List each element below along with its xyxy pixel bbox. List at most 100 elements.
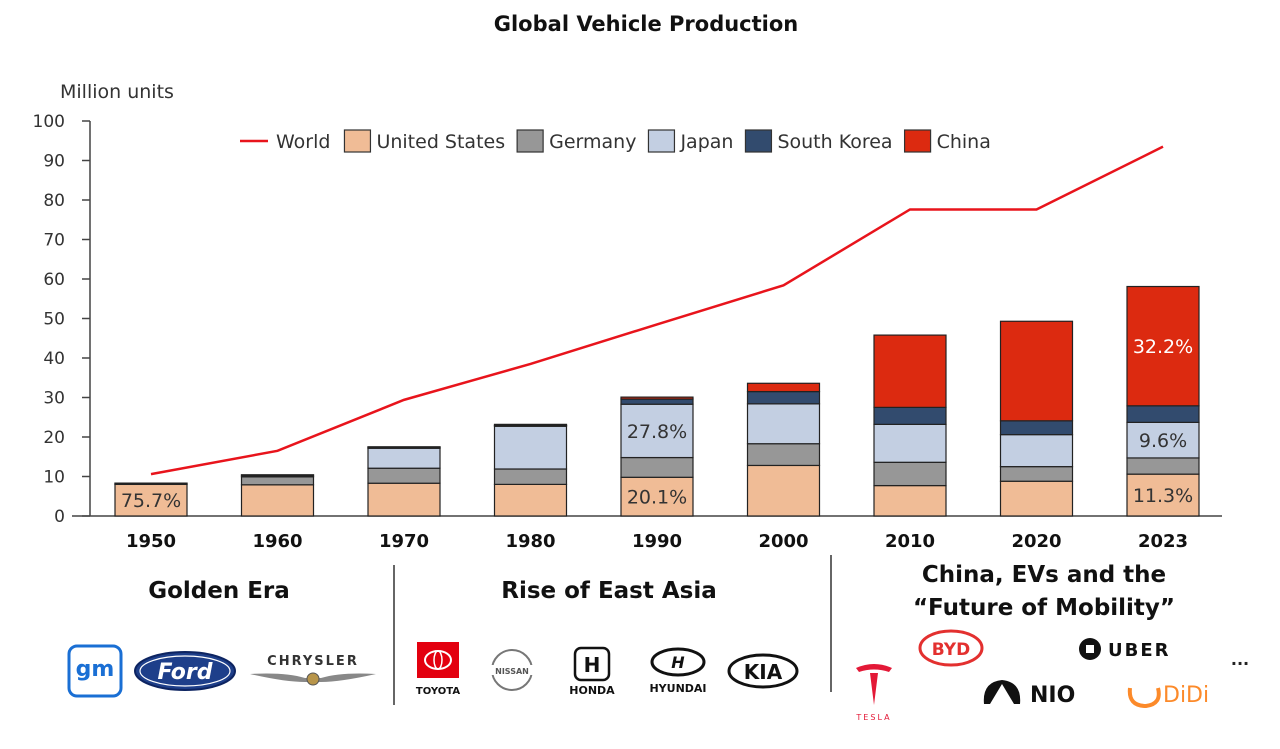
era-title-china-line2: “Future of Mobility”	[913, 595, 1175, 621]
svg-text:gm: gm	[76, 657, 115, 682]
legend-swatch-japan	[648, 130, 674, 152]
legend-label-germany: Germany	[549, 131, 636, 153]
bar-germany-1970	[368, 468, 440, 483]
bar-japan-1950	[115, 483, 187, 484]
x-tick-label: 2010	[885, 531, 935, 552]
toyota-logo: TOYOTA	[416, 642, 460, 697]
bar-united-states-2020	[1001, 481, 1073, 516]
bar-south-korea-2000	[748, 392, 820, 404]
data-label: 32.2%	[1133, 336, 1193, 358]
bar-germany-2000	[748, 444, 820, 466]
legend-label-united-states: United States	[376, 131, 505, 153]
bar-south-korea-2023	[1127, 406, 1199, 423]
x-tick-label: 2023	[1138, 531, 1188, 552]
x-tick-label: 1980	[505, 531, 555, 552]
ford-logo: Ford	[135, 652, 235, 690]
bar-south-korea-2020	[1001, 421, 1073, 435]
bar-japan-2010	[874, 424, 946, 462]
y-tick-label: 10	[43, 468, 65, 488]
x-axis: 1950 1960 1970 1980 1990 2000 2010 2020 2023	[126, 531, 1188, 552]
svg-text:UBER: UBER	[1108, 640, 1171, 661]
bar-united-states-1970	[368, 483, 440, 516]
y-tick-label: 70	[43, 231, 65, 251]
bar-south-korea-2010	[874, 407, 946, 424]
chart-title: Global Vehicle Production	[494, 12, 799, 36]
y-tick-label: 60	[43, 270, 65, 290]
bar-germany-2023	[1127, 458, 1199, 474]
svg-text:TOYOTA: TOYOTA	[416, 686, 460, 697]
bar-japan-1980	[495, 426, 567, 469]
bar-united-states-1980	[495, 484, 567, 516]
svg-text:CHRYSLER: CHRYSLER	[267, 654, 359, 669]
svg-text:KIA: KIA	[744, 660, 783, 684]
y-tick-label: 0	[54, 507, 65, 527]
bar-united-states-2010	[874, 486, 946, 516]
chrysler-logo: CHRYSLER	[250, 654, 376, 685]
bar-united-states-2000	[748, 465, 820, 516]
nio-logo: NIO	[984, 680, 1075, 708]
bar-germany-1990	[621, 458, 693, 478]
bar-japan-2020	[1001, 435, 1073, 467]
svg-text:HYUNDAI: HYUNDAI	[649, 682, 706, 695]
x-tick-label: 1990	[632, 531, 682, 552]
bar-china-2020	[1001, 321, 1073, 421]
legend: World United States Germany Japan South Kore…	[240, 130, 991, 153]
kia-logo: KIA	[729, 655, 797, 687]
bar-germany-2020	[1001, 467, 1073, 482]
x-tick-label: 2020	[1011, 531, 1061, 552]
data-label: 27.8%	[627, 421, 687, 443]
legend-swatch-united-states	[344, 130, 370, 152]
bar-united-states-1960	[242, 485, 314, 516]
hyundai-logo: H HYUNDAI	[649, 649, 706, 695]
bar-south-korea-1990	[621, 399, 693, 404]
legend-swatch-germany	[517, 130, 543, 152]
legend-label-japan: Japan	[679, 131, 733, 153]
legend-label-south-korea: South Korea	[777, 131, 892, 153]
x-tick-label: 1950	[126, 531, 176, 552]
y-axis-label: Million units	[60, 81, 174, 103]
bar-china-1980	[495, 424, 567, 425]
bar-japan-1970	[368, 447, 440, 468]
svg-text:BYD: BYD	[932, 640, 970, 660]
tesla-logo: TESLA	[855, 664, 892, 722]
bar-china-1970	[368, 447, 440, 448]
bar-japan-2000	[748, 404, 820, 444]
data-label: 9.6%	[1139, 430, 1187, 452]
svg-text:H: H	[584, 653, 601, 677]
y-tick-label: 40	[43, 349, 65, 369]
byd-logo: BYD	[920, 631, 982, 665]
x-tick-label: 2000	[758, 531, 808, 552]
honda-logo: H HONDA	[569, 648, 615, 697]
era-title-east-asia: Rise of East Asia	[501, 578, 717, 604]
svg-text:TESLA: TESLA	[855, 713, 891, 722]
svg-text:NISSAN: NISSAN	[495, 667, 529, 676]
x-tick-label: 1960	[252, 531, 302, 552]
y-tick-label: 90	[43, 152, 65, 172]
y-tick-label: 100	[33, 112, 65, 132]
legend-label-world: World	[276, 131, 330, 153]
nissan-logo: NISSAN	[486, 650, 538, 690]
bars	[115, 287, 1199, 516]
bar-china-2000	[748, 383, 820, 391]
data-label: 20.1%	[627, 487, 687, 509]
bar-china-1990	[621, 397, 693, 399]
x-tick-label: 1970	[379, 531, 429, 552]
bar-germany-1960	[242, 477, 314, 485]
y-tick-label: 30	[43, 389, 65, 409]
era-title-china-line1: China, EVs and the	[922, 562, 1166, 588]
svg-text:NIO: NIO	[1030, 683, 1075, 708]
legend-swatch-south-korea	[745, 130, 771, 152]
svg-text:Ford: Ford	[157, 660, 212, 685]
y-tick-label: 50	[43, 310, 65, 330]
bar-china-1960	[242, 475, 314, 476]
gm-logo: gm	[69, 646, 121, 696]
bar-germany-2010	[874, 462, 946, 485]
legend-swatch-china	[905, 130, 931, 152]
didi-logo: DiDi	[1130, 683, 1209, 708]
svg-text:DiDi: DiDi	[1163, 683, 1209, 708]
svg-text:HONDA: HONDA	[569, 684, 615, 697]
bar-germany-1980	[495, 469, 567, 484]
legend-label-china: China	[937, 131, 991, 153]
svg-text:H: H	[671, 653, 685, 672]
